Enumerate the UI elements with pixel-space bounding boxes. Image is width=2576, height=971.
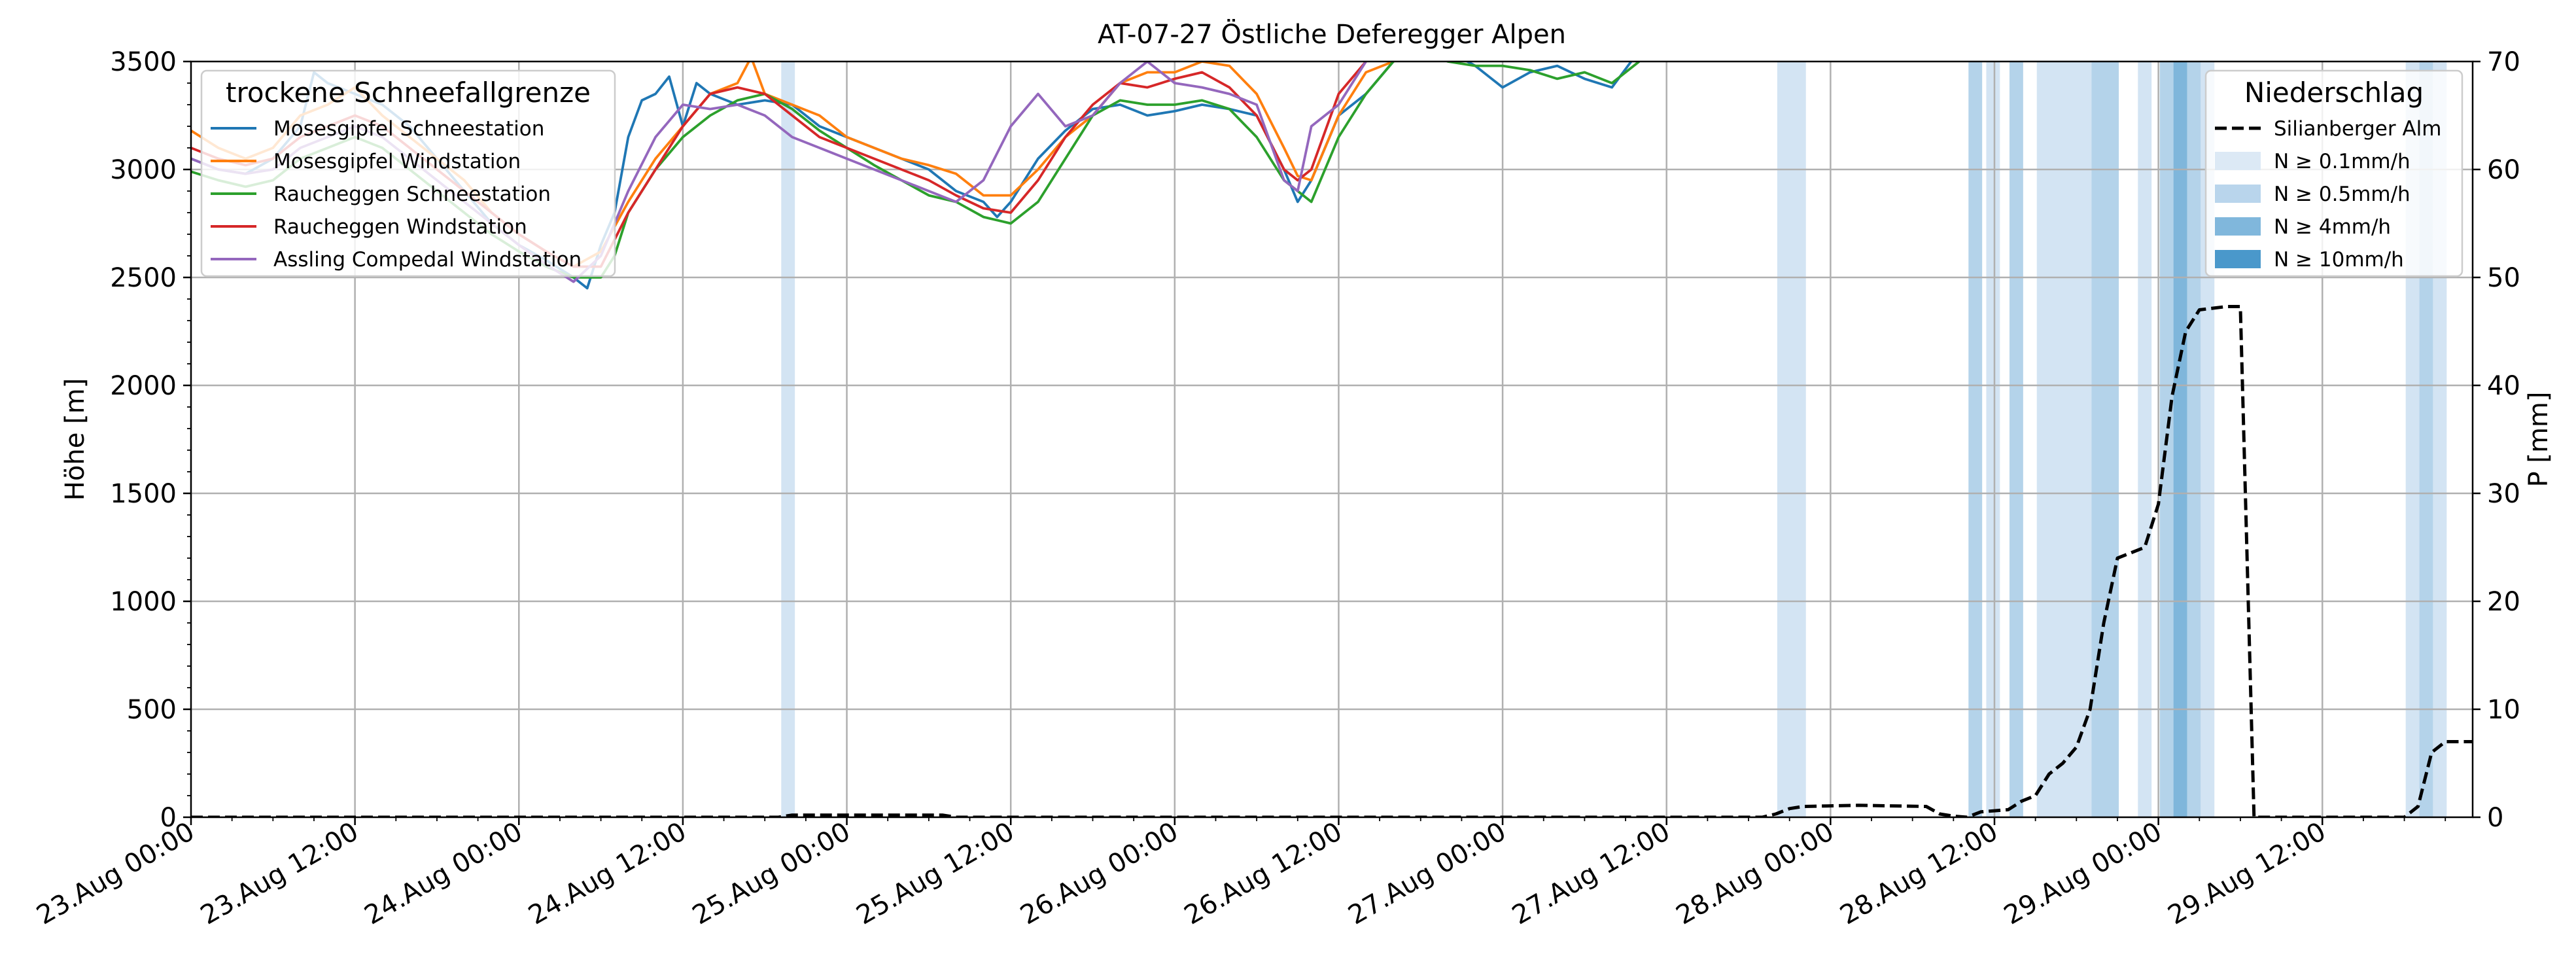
legend-right-label-0: Silianberger Alm: [2274, 117, 2441, 141]
y-tick-left-2: 1000: [110, 587, 177, 617]
legend-precipitation: Niederschlag Silianberger Alm N ≥ 0.1mm/h N…: [2204, 69, 2463, 277]
y-tick-left-4: 2000: [110, 371, 177, 401]
y-axis-label-left: Höhe [m]: [60, 378, 90, 501]
precip-band-10: [2187, 62, 2201, 817]
legend-left-label-2: Raucheggen Schneestation: [273, 183, 551, 206]
legend-right-swatch-4: [2215, 250, 2261, 268]
precip-band-0: [781, 62, 795, 817]
y-tick-right-1: 10: [2487, 695, 2520, 725]
x-tick-7: 26.Aug 12:00: [1179, 817, 1348, 931]
x-tick-11: 28.Aug 12:00: [1835, 817, 2003, 931]
legend-left-title: trockene Schneefallgrenze: [226, 77, 591, 109]
precip-band-1: [1777, 62, 1806, 817]
y-tick-right-4: 40: [2487, 371, 2520, 401]
legend-left-label-3: Raucheggen Windstation: [273, 215, 527, 239]
y-tick-right-2: 20: [2487, 587, 2520, 617]
x-tick-8: 27.Aug 00:00: [1343, 817, 1511, 931]
legend-right-swatch-2: [2215, 185, 2261, 203]
x-tick-3: 24.Aug 12:00: [523, 817, 691, 931]
y-tick-right-0: 0: [2487, 803, 2503, 833]
y-tick-right-5: 50: [2487, 263, 2520, 293]
legend-right-swatch-3: [2215, 217, 2261, 236]
x-tick-6: 26.Aug 00:00: [1015, 817, 1183, 931]
x-tick-1: 23.Aug 12:00: [196, 817, 364, 931]
legend-right-swatch-1: [2215, 152, 2261, 170]
y-axis-label-right: P [mm]: [2524, 392, 2554, 487]
legend-right-label-3: N ≥ 4mm/h: [2274, 215, 2391, 239]
precip-band-6: [2091, 62, 2119, 817]
x-tick-10: 28.Aug 00:00: [1671, 817, 1839, 931]
legend-left-label-1: Mosesgipfel Windstation: [273, 150, 521, 173]
precip-band-2: [1968, 62, 1983, 817]
precip-band-7: [2138, 62, 2152, 817]
y-tick-left-1: 500: [127, 695, 177, 725]
chart-title: AT-07-27 Östliche Deferegger Alpen: [1098, 18, 1566, 50]
legend-snowline: trockene Schneefallgrenze Mosesgipfel Sch…: [200, 69, 616, 277]
legend-right-label-1: N ≥ 0.1mm/h: [2274, 150, 2411, 173]
y-tick-left-7: 3500: [110, 47, 177, 77]
y-tick-left-5: 2500: [110, 263, 177, 293]
x-tick-9: 27.Aug 12:00: [1507, 817, 1675, 931]
x-tick-12: 29.Aug 00:00: [1999, 817, 2167, 931]
x-tick-5: 25.Aug 12:00: [852, 817, 1020, 931]
y-tick-right-7: 70: [2487, 47, 2520, 77]
precip-band-9: [2173, 62, 2187, 817]
x-tick-2: 24.Aug 00:00: [360, 817, 528, 931]
x-tick-13: 29.Aug 12:00: [2163, 817, 2331, 931]
series-line-5: [191, 305, 2473, 817]
y-tick-left-6: 3000: [110, 155, 177, 185]
precip-band-3: [1986, 62, 2000, 817]
legend-right-title: Niederschlag: [2244, 77, 2424, 109]
y-tick-left-3: 1500: [110, 479, 177, 509]
x-tick-0: 23.Aug 00:00: [31, 817, 200, 931]
legend-right-label-4: N ≥ 10mm/h: [2274, 248, 2404, 272]
y-tick-right-3: 30: [2487, 479, 2520, 509]
x-tick-4: 25.Aug 00:00: [688, 817, 856, 931]
plot-frame: [190, 60, 2474, 819]
legend-right-label-2: N ≥ 0.5mm/h: [2274, 183, 2411, 206]
legend-left-label-4: Assling Compedal Windstation: [273, 248, 582, 272]
y-tick-left-0: 0: [160, 803, 177, 833]
y-tick-right-6: 60: [2487, 155, 2520, 185]
precip-band-5: [2036, 62, 2092, 817]
legend-left-label-0: Mosesgipfel Schneestation: [273, 117, 544, 141]
precip-band-4: [2009, 62, 2023, 817]
